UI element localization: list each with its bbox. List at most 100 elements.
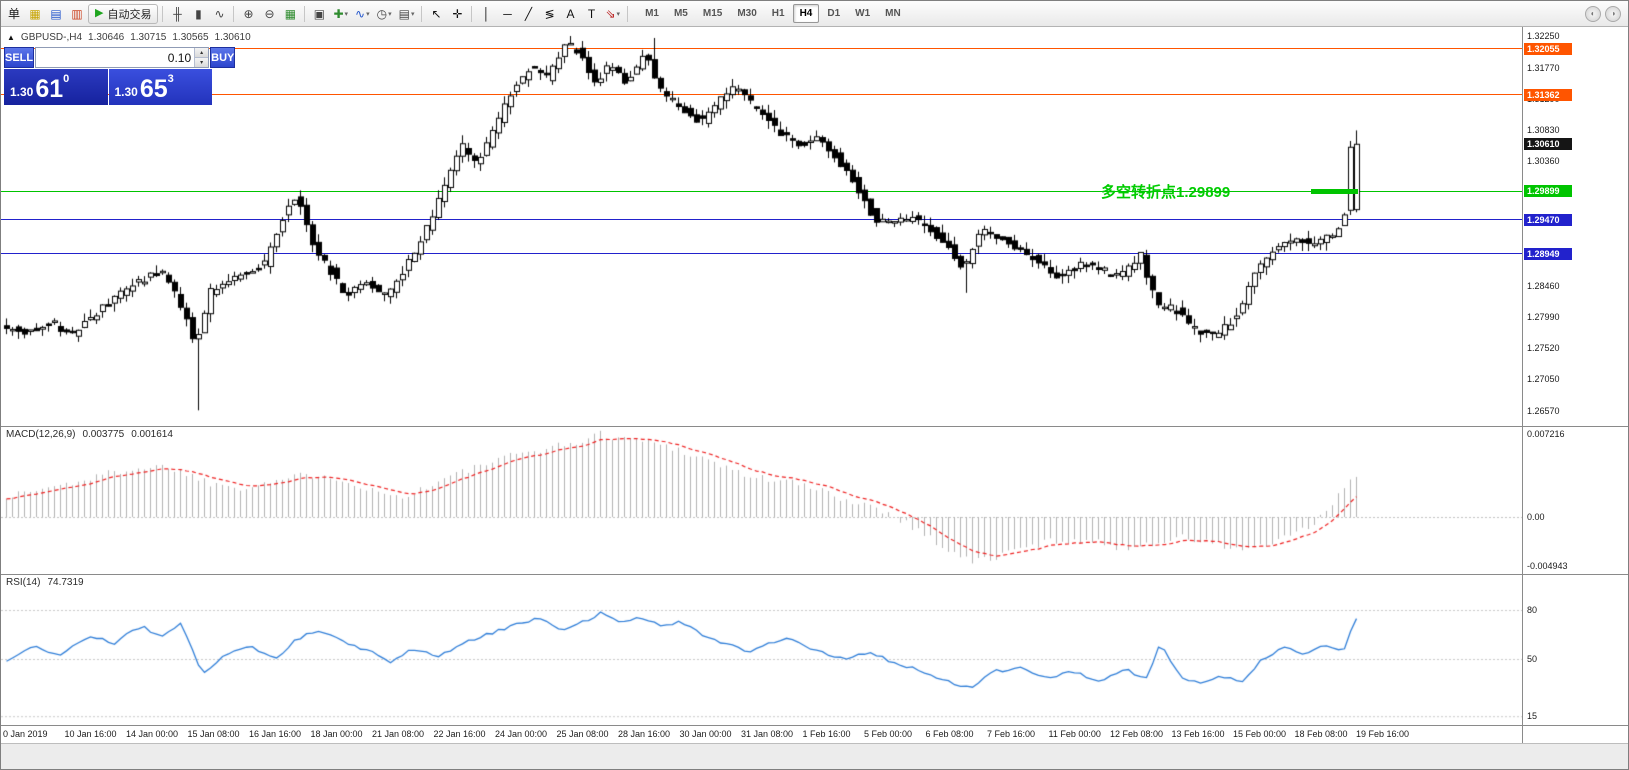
price-axis-tick: 1.27990 [1527,312,1560,323]
toolbar-items: 单 ▦ ▤ ▥ ▶ 自动交易 ╫ ▮ ∿ ⊕ ⊖ ▦ ▣ ✚ ▾ ∿ ▾ ◷ ▾ ▤ ▾ ↖ ✛ │ ─ ╱ ≶ A T ⇘ ▾ [4,3,631,24]
sell-button[interactable]: SELL [4,47,35,68]
text-icon-glyph: A [566,6,575,21]
navigator-icon[interactable]: ▤ [46,4,66,24]
market-watch-icon[interactable]: ▦ [25,4,45,24]
bar-chart-icon[interactable]: ╫ [167,4,187,24]
period-icon-glyph: ◷ [376,6,388,21]
macd-label: MACD(12,26,9) 0.003775 0.001614 [6,429,173,440]
panel-divider [1,725,1628,726]
tab-timeframe-M1[interactable]: M1 [645,8,659,19]
new-order-icon[interactable]: ✚ ▾ [330,4,351,24]
hline-pivot-green-selected-segment[interactable] [1311,189,1358,195]
grid-icon-glyph: ▦ [284,6,297,21]
time-axis-label: 11 Feb 00:00 [1048,729,1101,739]
timeframe-buttons: M1 M5 M15 M30 H1 H4 D1 W1 MN [638,4,908,23]
toolbar-extra-icon-1[interactable]: ◐ [1585,5,1601,22]
volume-spinner: ▴ ▾ [194,48,209,67]
sell-price-prefix: 1.30 [10,85,34,99]
time-axis-label: 28 Jan 16:00 [618,729,671,739]
macd-value-signal: 0.001614 [131,429,173,440]
tab-timeframe-H1[interactable]: H1 [771,8,785,19]
fibonacci-icon-glyph: ≶ [544,6,555,21]
buy-price-big: 65 [139,75,168,104]
price-axis: 1.32055 1.31362 1.29899 1.29470 1.28949 1.306… [1522,27,1628,426]
tab-timeframe-M15[interactable]: M15 [702,8,723,19]
text-label-icon[interactable]: T [581,4,601,24]
pivot-annotation-text[interactable]: 多空转折点1.29899 [1101,184,1231,202]
panel-divider[interactable] [1,426,1628,427]
time-axis-label: 12 Feb 08:00 [1110,729,1164,739]
text-icon[interactable]: A [560,4,580,24]
panel-divider[interactable] [1,574,1628,575]
macd-axis-tick: -0.004943 [1527,561,1568,571]
tab-timeframe-H4[interactable]: H4 [792,4,820,23]
tab-timeframe-M30[interactable]: M30 [737,8,757,19]
trendline-icon[interactable]: ╱ [518,4,538,24]
line-chart-icon[interactable]: ∿ [209,4,229,24]
autotrading-button[interactable]: ▶ 自动交易 [88,3,159,24]
vertical-line-icon-glyph: │ [482,6,491,21]
indicators-icon[interactable]: ∿ ▾ [352,4,373,24]
vertical-line-icon[interactable]: │ [476,4,496,24]
crosshair-icon[interactable]: ✛ [447,4,467,24]
price-chart-canvas[interactable] [1,27,1522,426]
bar-chart-icon-glyph: ╫ [173,6,182,21]
price-label-pivot-green: 1.29899 [1524,185,1572,198]
arrows-icon[interactable]: ⇘ ▾ [602,4,623,24]
navigator-icon-glyph: ▤ [50,6,62,21]
cursor-icon[interactable]: ↖ [426,4,446,24]
cursor-icon-glyph: ↖ [431,6,442,21]
tab-timeframe-W1[interactable]: W1 [855,8,871,19]
indicators-icon-glyph: ∿ [355,6,366,21]
orders-icon[interactable]: 单 [4,4,24,24]
toolbar-separator [304,5,306,22]
chart-low: 1.30565 [172,32,209,43]
volume-increase-button[interactable]: ▴ [195,48,209,58]
one-click-trading-panel: SELL ▴ ▾ BUY 1.30 61 0 1.30 [4,47,236,105]
new-order-icon-glyph: ✚ [333,6,344,21]
macd-indicator-panel: MACD(12,26,9) 0.003775 0.001614 [1,427,1522,574]
price-label-support-2: 1.28949 [1524,247,1572,260]
time-axis-label: 15 Jan 08:00 [187,729,240,739]
buy-price-display[interactable]: 1.30 65 3 [108,69,212,105]
volume-decrease-button[interactable]: ▾ [195,58,209,67]
buy-price-prefix: 1.30 [114,85,138,99]
price-chart-panel: ▲ GBPUSD-,H4 1.30646 1.30715 1.30565 1.3… [1,27,1522,426]
rsi-value: 74.7319 [47,577,84,588]
market-watch-icon-glyph: ▦ [29,6,41,21]
tab-timeframe-M5[interactable]: M5 [673,8,688,19]
dropdown-arrow-icon: ▾ [410,10,415,18]
grid-icon[interactable]: ▦ [280,4,300,24]
sell-price-display[interactable]: 1.30 61 0 [4,69,108,105]
tile-windows-icon[interactable]: ▣ [309,4,329,24]
buy-price-sup: 3 [167,73,174,85]
time-axis-label: 0 Jan 2019 [3,729,48,739]
rsi-axis-tick: 80 [1527,605,1538,615]
volume-input[interactable] [36,48,195,67]
buy-button[interactable]: BUY [210,47,236,68]
zoom-out-icon-glyph: ⊖ [264,6,275,21]
terminal-icon[interactable]: ▥ [67,4,87,24]
volume-field: ▴ ▾ [35,47,210,68]
price-label-support-1: 1.29470 [1524,213,1572,226]
macd-axis-tick: 0.007216 [1527,429,1565,439]
tab-timeframe-D1[interactable]: D1 [827,8,841,19]
horizontal-line-icon-glyph: ─ [503,6,512,21]
zoom-out-icon[interactable]: ⊖ [259,4,279,24]
macd-axis: 0.007216 0.00 -0.004943 [1522,427,1628,574]
template-icon[interactable]: ▤ ▾ [396,4,418,24]
toolbar-separator [162,5,164,22]
candlestick-icon[interactable]: ▮ [188,4,208,24]
zoom-in-icon[interactable]: ⊕ [238,4,258,24]
time-axis-corner [1522,726,1628,743]
toolbar-separator [421,5,423,22]
tab-timeframe-MN[interactable]: MN [885,8,901,19]
rsi-canvas[interactable] [1,575,1522,725]
macd-canvas[interactable] [1,427,1522,574]
dropdown-arrow-icon: ▾ [344,10,349,18]
period-icon[interactable]: ◷ ▾ [374,4,395,24]
horizontal-line-icon[interactable]: ─ [497,4,517,24]
rsi-indicator-panel: RSI(14) 74.7319 [1,575,1522,725]
toolbar-extra-icon-2[interactable]: ◑ [1605,5,1621,22]
fibonacci-icon[interactable]: ≶ [539,4,559,24]
